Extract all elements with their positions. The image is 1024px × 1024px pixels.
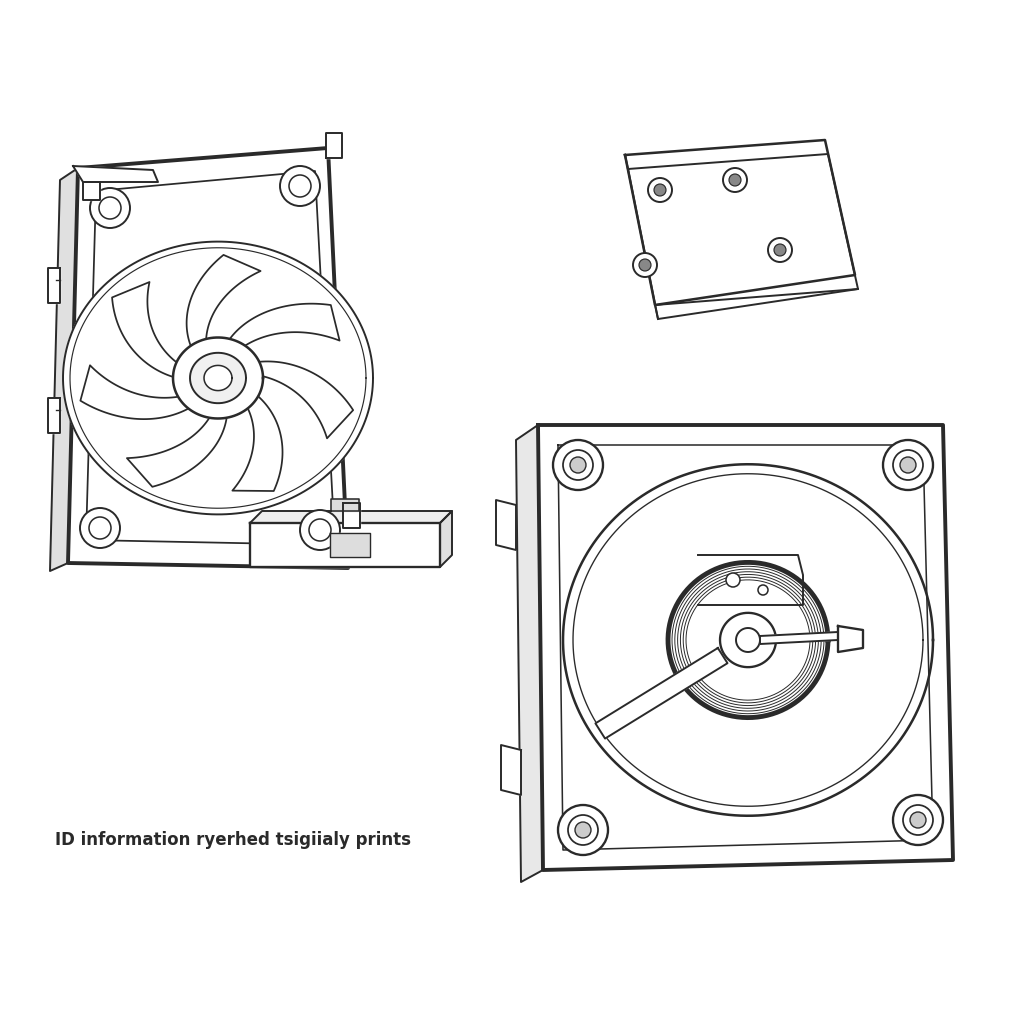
Circle shape (900, 457, 916, 473)
Circle shape (289, 175, 311, 197)
Circle shape (883, 440, 933, 490)
Polygon shape (760, 632, 838, 644)
Polygon shape (204, 366, 232, 390)
Polygon shape (225, 304, 340, 352)
Circle shape (893, 450, 923, 480)
Circle shape (648, 178, 672, 202)
Polygon shape (563, 464, 933, 816)
Circle shape (553, 440, 603, 490)
Polygon shape (190, 353, 246, 403)
Circle shape (90, 188, 130, 228)
Circle shape (575, 822, 591, 838)
Circle shape (726, 573, 740, 587)
Polygon shape (496, 500, 516, 550)
Polygon shape (698, 555, 803, 605)
Polygon shape (668, 562, 828, 718)
Circle shape (280, 166, 319, 206)
Polygon shape (48, 268, 60, 303)
Circle shape (768, 238, 792, 262)
Circle shape (633, 253, 657, 278)
Polygon shape (440, 511, 452, 567)
Polygon shape (538, 425, 953, 870)
Circle shape (309, 519, 331, 541)
Polygon shape (326, 133, 342, 158)
Polygon shape (516, 425, 543, 882)
Circle shape (568, 815, 598, 845)
Polygon shape (68, 148, 348, 568)
Polygon shape (50, 168, 78, 571)
Polygon shape (501, 745, 521, 795)
Polygon shape (838, 626, 863, 652)
Polygon shape (73, 166, 158, 182)
Polygon shape (232, 392, 283, 492)
Polygon shape (173, 338, 263, 419)
Circle shape (99, 197, 121, 219)
Text: ID information ryerhed tsigiialy prints: ID information ryerhed tsigiialy prints (55, 831, 411, 849)
Polygon shape (48, 398, 60, 433)
Circle shape (774, 244, 786, 256)
Polygon shape (81, 366, 195, 419)
Circle shape (723, 168, 746, 193)
Polygon shape (343, 503, 360, 528)
Circle shape (563, 450, 593, 480)
Circle shape (300, 510, 340, 550)
Circle shape (758, 585, 768, 595)
Polygon shape (625, 140, 855, 305)
Circle shape (570, 457, 586, 473)
Polygon shape (83, 182, 100, 200)
Circle shape (80, 508, 120, 548)
Circle shape (89, 517, 111, 539)
Circle shape (903, 805, 933, 835)
Polygon shape (736, 628, 760, 652)
Polygon shape (720, 612, 776, 668)
Polygon shape (186, 255, 260, 352)
Circle shape (893, 795, 943, 845)
Polygon shape (628, 154, 858, 319)
Polygon shape (330, 534, 370, 557)
Polygon shape (252, 361, 353, 438)
Polygon shape (331, 499, 359, 511)
Circle shape (558, 805, 608, 855)
Polygon shape (250, 523, 440, 567)
Polygon shape (595, 648, 727, 738)
Circle shape (910, 812, 926, 828)
Polygon shape (250, 511, 452, 523)
Circle shape (729, 174, 741, 186)
Circle shape (639, 259, 651, 271)
Polygon shape (63, 242, 373, 514)
Circle shape (654, 184, 666, 196)
Polygon shape (112, 282, 185, 379)
Polygon shape (127, 408, 227, 486)
